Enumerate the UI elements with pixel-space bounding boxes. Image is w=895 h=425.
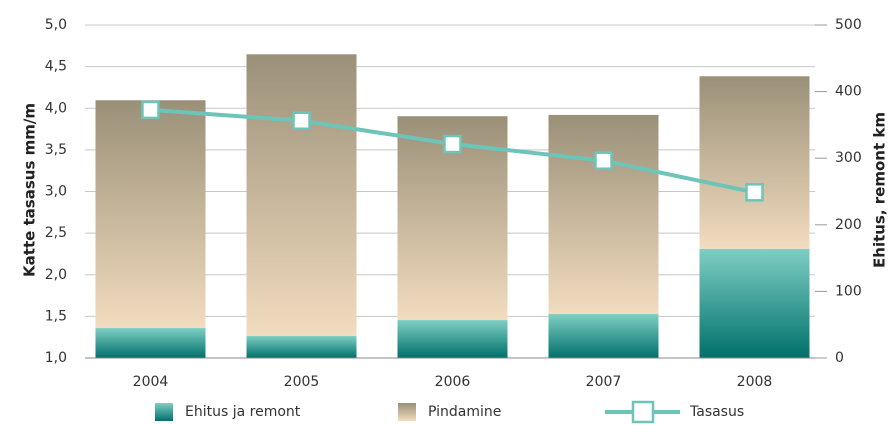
y-tick-label: 3,0 [45,184,67,200]
y2-tick-label: 300 [835,150,862,166]
bar-segment [699,76,810,249]
x-tick-label: 2007 [586,374,622,390]
legend-label: Pindamine [428,404,501,420]
y2-tick-label: 0 [835,350,844,366]
line-marker [141,100,160,120]
line-marker [292,111,311,130]
legend-swatch [631,400,655,424]
y-tick-label: 4,0 [45,100,67,116]
line-marker [745,183,764,202]
y2-axis-title: Ehitus, remont km [871,112,889,268]
y-tick-label: 2,5 [45,225,67,241]
y-tick-label: 2,0 [45,267,67,283]
legend-label: Tasasus [689,404,744,420]
y-tick-label: 5,0 [45,17,67,33]
y2-tick-label: 400 [835,84,862,100]
line-marker [594,151,613,170]
bar-segment [95,100,206,329]
bar-segment [548,314,659,358]
bar-segment [246,336,357,358]
legend-swatch [155,403,173,421]
x-tick-label: 2006 [435,374,471,390]
x-tick-label: 2004 [133,374,169,390]
y2-tick-label: 500 [835,17,862,33]
bar-segment [699,248,810,358]
y-tick-label: 1,5 [45,308,67,324]
line-marker [443,134,462,154]
bar-segment [397,320,508,358]
y-tick-label: 1,0 [45,350,67,366]
bar-segment [548,114,659,315]
x-tick-label: 2005 [284,374,320,390]
y-tick-label: 4,5 [45,59,67,75]
y2-tick-label: 100 [835,283,862,299]
y2-tick-label: 200 [835,217,862,233]
bar-segment [246,54,357,337]
y-tick-label: 3,5 [45,142,67,158]
y-axis-title: Katte tasasus mm/m [21,103,39,277]
x-tick-label: 2008 [737,374,773,390]
legend-label: Ehitus ja remont [185,404,301,420]
legend-swatch [398,403,416,421]
bar-segment [95,328,206,358]
